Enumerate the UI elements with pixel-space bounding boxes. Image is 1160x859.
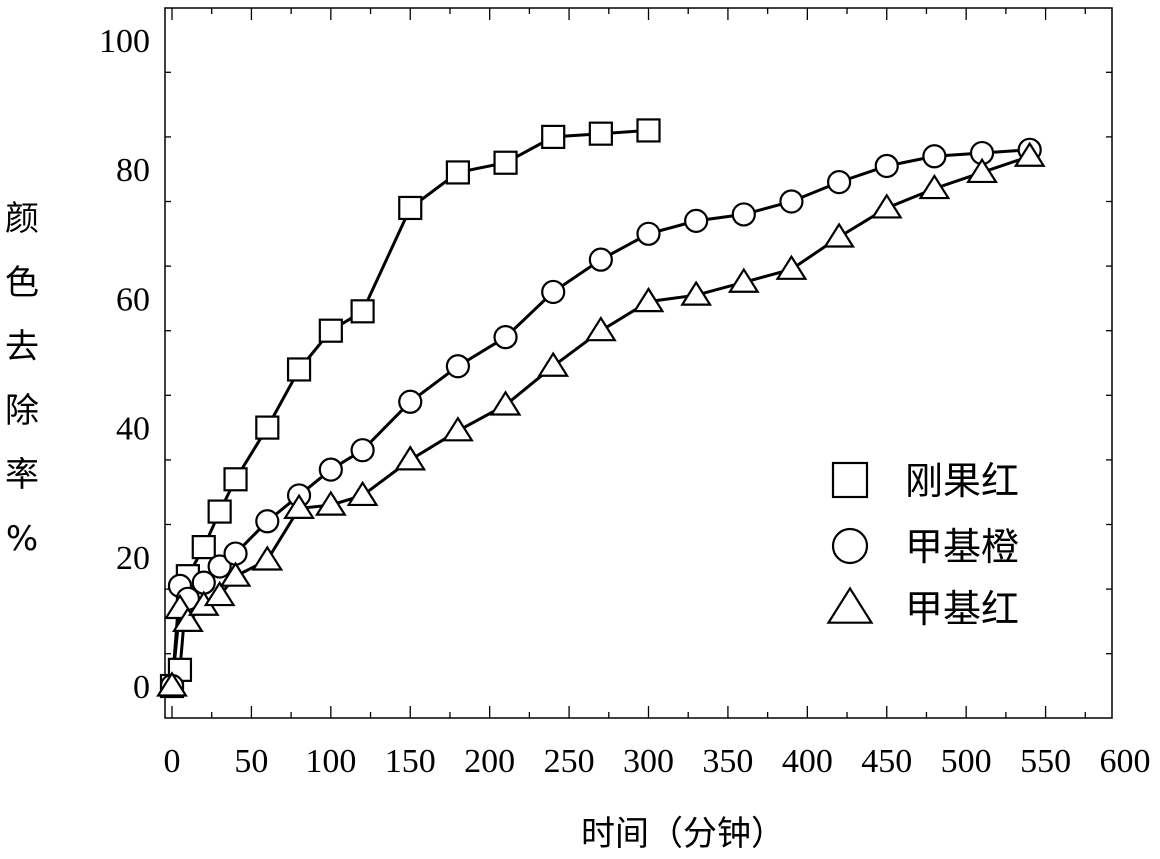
data-point-square — [636, 118, 661, 143]
data-point-circle — [398, 389, 423, 414]
data-point-square — [223, 467, 248, 492]
data-point-square — [286, 357, 312, 382]
data-point-triangle — [584, 315, 617, 342]
series-line-2 — [170, 148, 1030, 687]
y-axis-title-char: % — [6, 519, 38, 559]
data-point-triangle — [823, 222, 856, 248]
data-point-triangle — [632, 286, 665, 313]
data-point-circle — [588, 247, 613, 272]
x-tick-label: 350 — [702, 743, 753, 780]
series-markers — [156, 118, 1046, 699]
data-point-circle — [207, 554, 232, 579]
data-point-square — [318, 318, 343, 343]
data-point-circle — [318, 457, 343, 482]
legend-marker-square — [831, 461, 869, 499]
data-point-circle — [826, 170, 852, 195]
x-tick-label: 100 — [305, 743, 356, 780]
x-tick-label: 0 — [164, 743, 181, 780]
data-point-circle — [445, 354, 470, 379]
data-point-triangle — [394, 445, 427, 471]
data-point-triangle — [918, 173, 951, 200]
x-tick-label: 50 — [234, 743, 268, 780]
data-point-circle — [223, 541, 248, 566]
data-point-square — [398, 195, 423, 221]
y-axis-title-char: 去 — [5, 327, 39, 367]
y-tick-label: 60 — [116, 281, 150, 318]
data-point-circle — [255, 509, 280, 534]
x-axis-title: 时间（分钟） — [581, 814, 785, 854]
data-point-square — [255, 415, 280, 440]
data-point-triangle — [1013, 141, 1046, 167]
data-point-triangle — [283, 493, 315, 519]
y-axis-title-char: 色 — [5, 263, 39, 303]
data-point-triangle — [727, 267, 760, 293]
data-point-circle — [350, 438, 375, 463]
data-point-circle — [779, 189, 804, 214]
data-point-triangle — [219, 561, 252, 587]
data-point-triangle — [966, 157, 998, 184]
x-tick-label: 300 — [623, 743, 674, 780]
y-tick-label: 80 — [116, 152, 150, 189]
y-tick-label: 0 — [133, 669, 150, 706]
data-point-circle — [922, 144, 947, 169]
x-tick-label: 500 — [941, 743, 992, 780]
data-point-triangle — [314, 490, 347, 516]
legend-label: 甲基红 — [905, 587, 1019, 631]
data-point-circle — [684, 208, 709, 233]
legend-marker-circle — [831, 527, 869, 565]
x-tick-label: 150 — [385, 743, 436, 780]
y-axis-title-char: 颜 — [5, 199, 39, 239]
data-point-square — [350, 299, 375, 324]
y-tick-label: 40 — [116, 411, 150, 448]
x-tick-label: 250 — [544, 743, 595, 780]
series-line-3 — [170, 154, 1031, 687]
data-point-square — [541, 124, 566, 150]
axis-ticks — [165, 8, 1112, 718]
data-point-triangle — [441, 416, 474, 442]
data-point-triangle — [346, 480, 379, 507]
data-point-square — [191, 535, 216, 560]
series-line-1 — [170, 128, 649, 687]
data-point-triangle — [171, 606, 204, 632]
data-point-circle — [493, 325, 518, 350]
legend-marker-triangle — [826, 586, 874, 624]
data-point-triangle — [870, 193, 903, 219]
x-tick-label: 200 — [464, 743, 515, 780]
y-tick-label: 20 — [116, 540, 150, 577]
data-point-triangle — [156, 671, 188, 697]
y-axis-title-char: 率 — [5, 455, 39, 495]
data-point-triangle — [537, 351, 570, 377]
x-tick-label: 400 — [782, 743, 833, 780]
legend-label: 刚果红 — [905, 459, 1019, 503]
data-point-triangle — [489, 390, 522, 416]
y-tick-label: 100 — [99, 23, 150, 60]
legend-label: 甲基橙 — [905, 525, 1019, 569]
data-point-triangle — [680, 280, 713, 306]
data-point-square — [493, 150, 518, 175]
data-point-square — [588, 121, 613, 146]
y-axis-title-char: 除 — [5, 391, 39, 431]
plot-frame — [164, 7, 1113, 719]
series-lines — [170, 128, 1031, 687]
x-tick-label: 600 — [1100, 743, 1151, 780]
data-point-circle — [731, 202, 756, 227]
y-tick-labels: 0 20 40 60 80 100 — [99, 23, 150, 706]
data-point-triangle — [775, 254, 808, 280]
data-point-square — [207, 499, 232, 524]
data-point-circle — [541, 279, 566, 305]
data-point-square — [445, 160, 470, 185]
data-point-circle — [874, 153, 899, 179]
x-tick-label: 550 — [1020, 743, 1071, 780]
x-tick-labels: 0 50 100 150 200 250 300 350 400 450 500 550 600 — [164, 743, 1151, 780]
data-point-triangle — [251, 545, 284, 571]
x-tick-label: 450 — [861, 743, 912, 780]
data-point-circle — [636, 221, 661, 246]
data-point-triangle — [203, 580, 236, 607]
